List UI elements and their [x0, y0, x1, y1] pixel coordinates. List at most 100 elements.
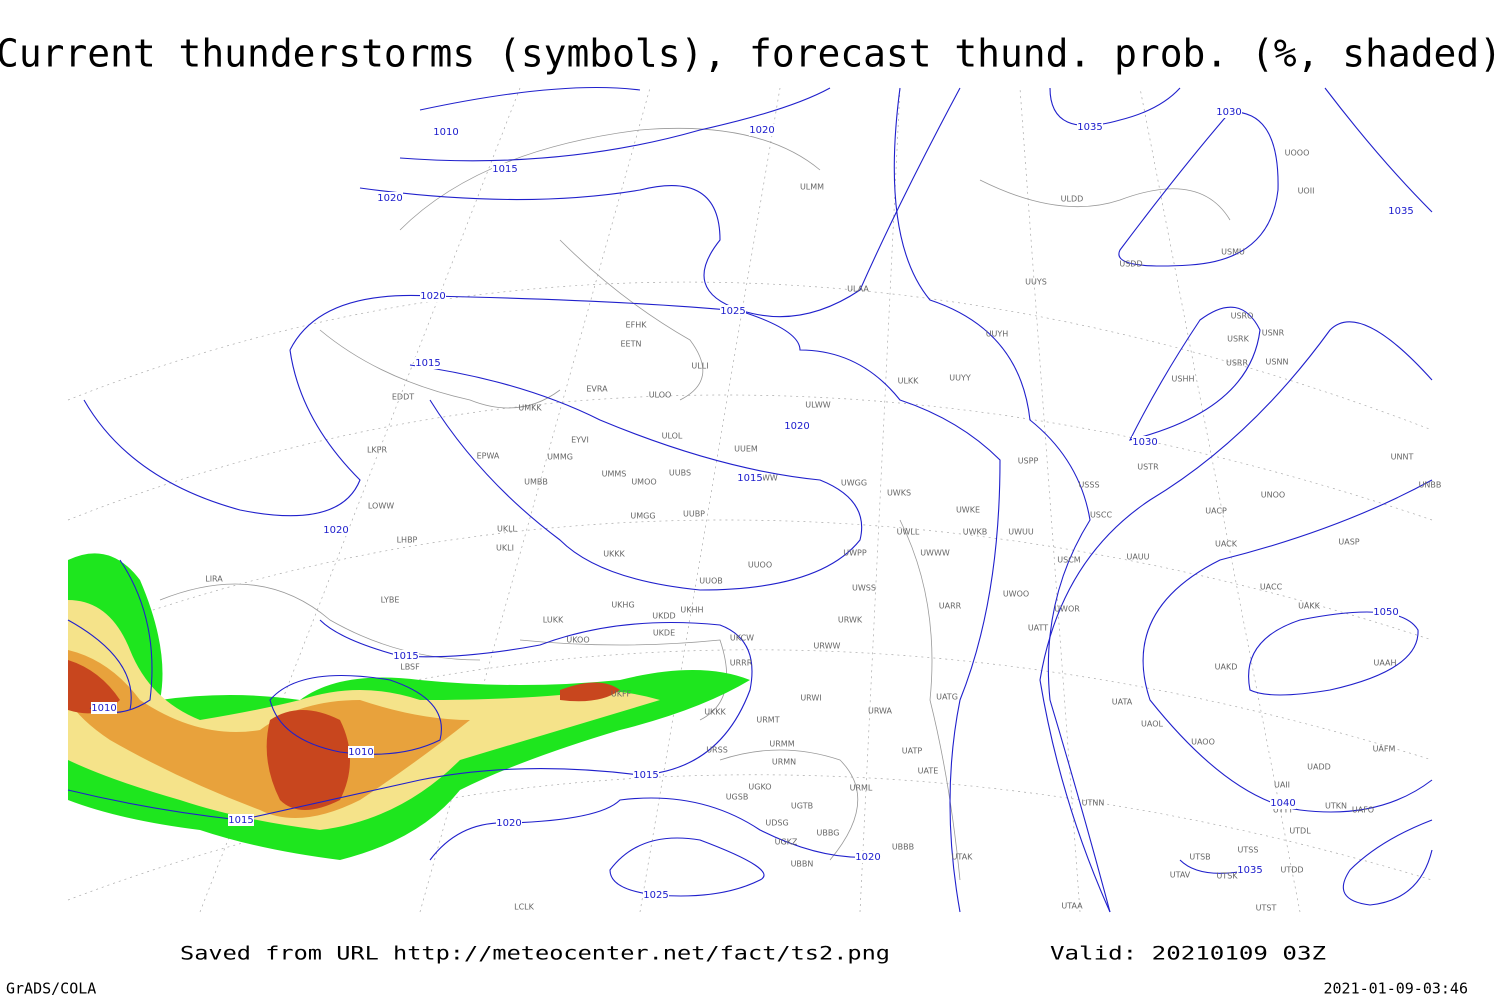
isobar-label: 1040 [1270, 798, 1295, 809]
isobar-label: 1015 [228, 815, 253, 826]
isobar-label: 1020 [496, 818, 521, 829]
station-label: LBSF [400, 663, 420, 672]
station-label: UARR [939, 602, 962, 611]
station-label: UWKS [887, 489, 911, 498]
station-label: UWUU [1008, 528, 1034, 537]
station-label: UMOO [631, 478, 656, 487]
station-label: USTR [1137, 463, 1159, 472]
station-label: UWKB [963, 528, 988, 537]
station-label: UACP [1205, 507, 1227, 516]
station-label: LUKK [543, 616, 564, 625]
station-label: UTSS [1238, 846, 1259, 855]
station-label: ULOL [662, 432, 683, 441]
station-label: URWI [800, 694, 821, 703]
station-label: UUEM [734, 445, 758, 454]
station-label: UNNT [1391, 453, 1414, 462]
station-label: UWOR [1054, 605, 1080, 614]
station-label: UAII [1274, 781, 1290, 790]
isobar-label: 1020 [855, 852, 880, 863]
isobar-label: 1015 [492, 164, 517, 175]
station-label: USSS [1078, 481, 1099, 490]
station-label: ULDD [1061, 195, 1084, 204]
station-label: USRK [1227, 335, 1249, 344]
station-label: UGKO [748, 783, 771, 792]
isobar-label-bg [1270, 797, 1296, 809]
station-label: UAKD [1215, 663, 1238, 672]
station-label: EFHK [626, 321, 648, 330]
station-label: USCM [1057, 556, 1081, 565]
credit: GrADS/COLA [6, 980, 96, 998]
isobar-label: 1015 [415, 358, 440, 369]
station-label: UUYY [949, 374, 971, 383]
isobar-label-bg [323, 524, 349, 536]
station-label: LYBE [381, 596, 400, 605]
station-label: UUBS [669, 469, 691, 478]
isobar-label-bg [1077, 121, 1103, 133]
station-label: LKPR [367, 446, 388, 455]
station-label: EYVI [571, 436, 589, 445]
station-label: UBBN [791, 860, 814, 869]
station-label: UKDD [652, 612, 675, 621]
isobar-label: 1010 [433, 127, 458, 138]
station-label: UKFF [611, 690, 632, 699]
isobar-label: 1025 [720, 306, 745, 317]
isobar-label-bg [720, 305, 746, 317]
isobar-label-bg [1132, 436, 1158, 448]
isobar-label: 1050 [1373, 607, 1398, 618]
station-label: UATA [1112, 698, 1133, 707]
station-label: UTKN [1325, 802, 1347, 811]
isobar-label: 1020 [323, 525, 348, 536]
station-label: UGTB [791, 802, 813, 811]
station-label: UTAK [952, 853, 974, 862]
isobar-label-bg [1373, 606, 1399, 618]
station-label: UTST [1256, 904, 1277, 913]
station-label: UWSS [852, 584, 876, 593]
station-label: UKLL [497, 525, 518, 534]
isobar-label: 1020 [749, 125, 774, 136]
isobar-label: 1015 [737, 473, 762, 484]
station-label: ULAA [847, 285, 869, 294]
station-label: USNN [1266, 358, 1289, 367]
station-label: UUOO [748, 561, 772, 570]
isobars [67, 86, 1433, 913]
isobar-label-bg [643, 889, 669, 901]
station-label: UKKK [603, 550, 625, 559]
isobar-label-bg [433, 126, 459, 138]
isobar-label-bg [393, 650, 419, 662]
station-label: UTNN [1082, 799, 1105, 808]
station-label: LCLK [514, 903, 535, 912]
station-label: UTTT [1273, 806, 1293, 815]
station-label: UNOO [1261, 491, 1285, 500]
isobar-label-bg [749, 124, 775, 136]
station-label: UOOO [1285, 149, 1310, 158]
station-label: UDSG [765, 819, 788, 828]
station-label: ULWW [805, 401, 830, 410]
station-label: URWW [814, 642, 841, 651]
valid-time: Valid: 20210109 03Z [1050, 943, 1326, 965]
station-label: UKLI [496, 544, 514, 553]
graticule [67, 87, 1433, 913]
isobar-label: 1030 [1132, 437, 1157, 448]
station-label: UMBB [524, 478, 548, 487]
station-label: USMU [1221, 248, 1245, 257]
source-url: Saved from URL http://meteocenter.net/fa… [180, 943, 890, 965]
station-label: UTDL [1289, 827, 1311, 836]
isobar-label: 1015 [393, 651, 418, 662]
station-label: UOII [1298, 187, 1315, 196]
station-label: UATT [1028, 624, 1048, 633]
isobar-label-bg [855, 851, 881, 863]
station-label: UUOB [699, 577, 723, 586]
station-label: UWOO [1003, 590, 1029, 599]
station-label: EVRA [586, 385, 608, 394]
station-label: UACC [1260, 583, 1283, 592]
station-label: ULOO [649, 391, 672, 400]
isobar-label: 1010 [348, 747, 373, 758]
station-label: UKKK [704, 708, 726, 717]
station-label: UASP [1338, 538, 1359, 547]
isobar-label: 1010 [91, 703, 116, 714]
station-label: ULMM [800, 183, 824, 192]
station-label: URSS [706, 746, 728, 755]
station-label: UKHG [611, 601, 634, 610]
station-label: URMT [756, 716, 779, 725]
